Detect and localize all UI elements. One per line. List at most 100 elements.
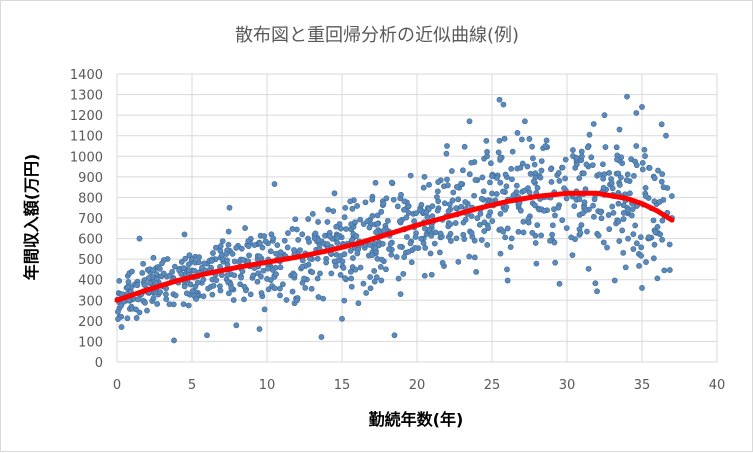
scatter-point: [181, 231, 188, 238]
scatter-point: [641, 146, 648, 153]
scatter-point: [604, 244, 610, 251]
scatter-point: [159, 260, 165, 267]
scatter-point: [576, 175, 583, 182]
scatter-point: [468, 159, 475, 166]
scatter-point: [341, 297, 348, 304]
scatter-point: [347, 198, 354, 205]
scatter-point: [299, 263, 306, 270]
scatter-point: [247, 291, 254, 298]
scatter-point: [668, 193, 675, 199]
scatter-point: [549, 231, 556, 238]
scatter-point: [295, 236, 302, 243]
scatter-point: [458, 203, 465, 210]
x-tick-label: 35: [634, 378, 651, 393]
scatter-point: [242, 225, 248, 231]
scatter-point: [224, 257, 230, 264]
scatter-point: [354, 250, 361, 257]
scatter-point: [245, 238, 252, 244]
scatter-point: [185, 302, 192, 309]
scatter-point: [118, 302, 125, 309]
scatter-point: [633, 162, 640, 169]
scatter-point: [562, 175, 569, 182]
scatter-point: [324, 241, 331, 247]
scatter-point: [183, 290, 190, 297]
scatter-point: [357, 264, 364, 271]
scatter-point: [642, 184, 649, 191]
scatter-point: [600, 175, 607, 182]
scatter-point: [324, 219, 331, 225]
scatter-point: [502, 234, 509, 241]
scatter-point: [541, 207, 547, 214]
scatter-point: [352, 266, 359, 273]
scatter-point: [194, 279, 201, 286]
scatter-point: [273, 271, 279, 278]
scatter-point: [439, 259, 446, 266]
scatter-point: [405, 248, 412, 255]
scatter-point: [577, 230, 584, 236]
y-tick-label: 1000: [70, 150, 103, 165]
scatter-point: [134, 282, 141, 289]
scatter-point: [225, 241, 232, 248]
scatter-point: [548, 178, 555, 185]
scatter-point: [434, 207, 441, 214]
scatter-point: [318, 334, 325, 340]
scatter-point: [509, 148, 516, 155]
x-tick-label: 40: [709, 378, 726, 393]
scatter-point: [466, 253, 473, 260]
scatter-point: [193, 296, 200, 302]
scatter-point: [431, 240, 438, 247]
scatter-point: [485, 225, 492, 232]
scatter-point: [503, 204, 510, 210]
scatter-point: [661, 267, 668, 274]
scatter-point: [434, 188, 441, 195]
y-tick-label: 100: [78, 335, 103, 350]
scatter-point: [241, 283, 248, 290]
scatter-point: [495, 149, 502, 156]
scatter-point: [537, 174, 544, 181]
scatter-point: [228, 285, 235, 291]
scatter-point: [360, 280, 367, 287]
scatter-point: [517, 207, 524, 214]
scatter-point: [606, 169, 613, 176]
scatter-point: [446, 201, 453, 208]
scatter-point: [468, 229, 475, 236]
scatter-point: [271, 181, 278, 187]
scatter-point: [515, 228, 522, 235]
scatter-point: [549, 222, 556, 229]
scatter-point: [583, 161, 590, 168]
scatter-point: [633, 143, 640, 149]
grid: [116, 73, 718, 363]
scatter-point: [377, 264, 384, 270]
scatter-point: [507, 244, 514, 250]
x-tick-label: 30: [559, 378, 576, 393]
scatter-point: [115, 308, 121, 315]
scatter-point: [489, 173, 495, 179]
scatter-point: [616, 238, 623, 244]
scatter-point: [624, 171, 631, 178]
scatter-point: [374, 212, 381, 219]
scatter-point: [556, 280, 563, 287]
scatter-point: [153, 271, 160, 277]
scatter-point: [170, 301, 177, 308]
scatter-point: [200, 293, 207, 300]
y-tick-label: 1400: [70, 68, 103, 83]
scatter-point: [538, 232, 545, 239]
scatter-point: [630, 246, 637, 252]
scatter-point: [611, 277, 618, 284]
scatter-point: [455, 196, 462, 203]
scatter-point: [453, 205, 459, 212]
scatter-point: [650, 217, 657, 224]
scatter-point: [224, 272, 231, 279]
scatter-point: [610, 209, 617, 216]
scatter-point: [405, 210, 412, 216]
scatter-point: [342, 275, 348, 282]
scatter-point: [532, 240, 539, 246]
scatter-point: [378, 208, 385, 215]
scatter-point: [305, 216, 312, 222]
scatter-point: [328, 270, 335, 277]
scatter-point: [639, 285, 645, 291]
scatter-point: [339, 258, 346, 265]
scatter-point: [633, 240, 640, 247]
scatter-point: [524, 163, 531, 170]
